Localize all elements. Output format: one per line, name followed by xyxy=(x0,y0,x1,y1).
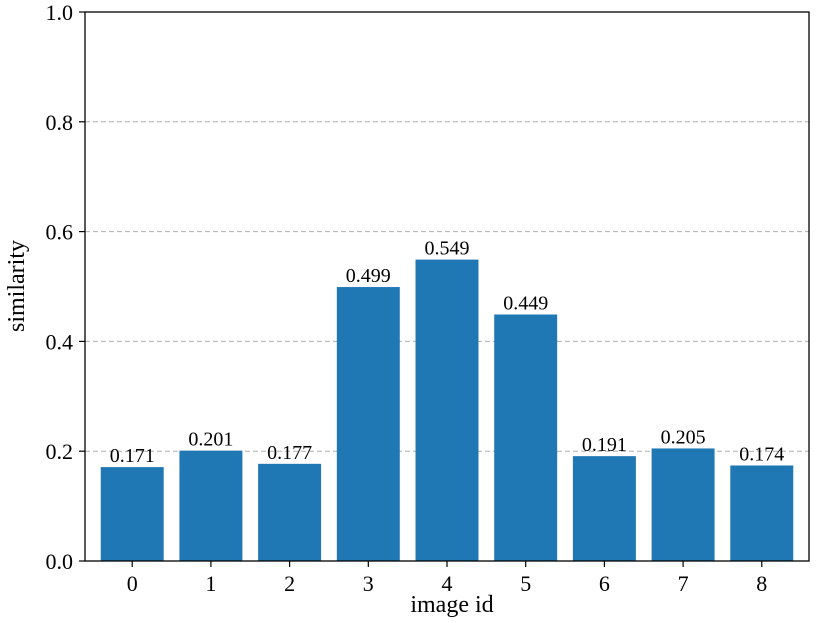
bar xyxy=(730,465,794,561)
x-tick-label: 7 xyxy=(678,571,689,596)
bar xyxy=(100,467,164,561)
bar xyxy=(494,314,558,561)
bar xyxy=(336,287,400,561)
bar xyxy=(258,463,322,561)
data-labels: 0.171 0.201 0.177 0.499 0.549 0.449 0.191 0.205… xyxy=(110,238,785,468)
x-tick-label: 5 xyxy=(520,571,531,596)
x-tick-label: 6 xyxy=(599,571,610,596)
bar xyxy=(415,259,479,561)
y-tick-label: 0.0 xyxy=(46,549,74,574)
y-tick-label: 0.6 xyxy=(46,220,74,245)
x-tick-label: 8 xyxy=(756,571,767,596)
x-axis-ticks: 0 1 2 3 4 5 6 7 8 xyxy=(127,561,767,596)
bar-value-label: 0.499 xyxy=(346,265,391,287)
x-tick-label: 0 xyxy=(127,571,138,596)
bar-value-label: 0.201 xyxy=(188,429,233,451)
y-tick-label: 0.4 xyxy=(46,329,74,354)
bar-value-label: 0.449 xyxy=(503,292,548,314)
y-tick-label: 0.2 xyxy=(46,439,74,464)
y-axis-label: similarity xyxy=(4,240,30,332)
bar-value-label: 0.549 xyxy=(425,238,470,260)
y-tick-label: 0.8 xyxy=(46,110,74,135)
x-tick-label: 2 xyxy=(284,571,295,596)
y-tick-label: 1.0 xyxy=(46,0,74,25)
bars xyxy=(100,259,794,561)
bar-value-label: 0.174 xyxy=(739,443,784,465)
x-tick-label: 3 xyxy=(363,571,374,596)
bar xyxy=(179,450,243,561)
x-tick-label: 4 xyxy=(442,571,453,596)
bar-value-label: 0.191 xyxy=(582,434,627,456)
x-tick-label: 1 xyxy=(205,571,216,596)
bar-value-label: 0.171 xyxy=(110,445,155,467)
bar-value-label: 0.177 xyxy=(267,442,312,464)
x-axis-label: image id xyxy=(410,592,493,618)
bar xyxy=(651,448,715,561)
bar xyxy=(572,456,636,561)
bar-value-label: 0.205 xyxy=(661,426,706,448)
y-axis-ticks: 0.0 0.2 0.4 0.6 0.8 1.0 xyxy=(46,0,85,574)
